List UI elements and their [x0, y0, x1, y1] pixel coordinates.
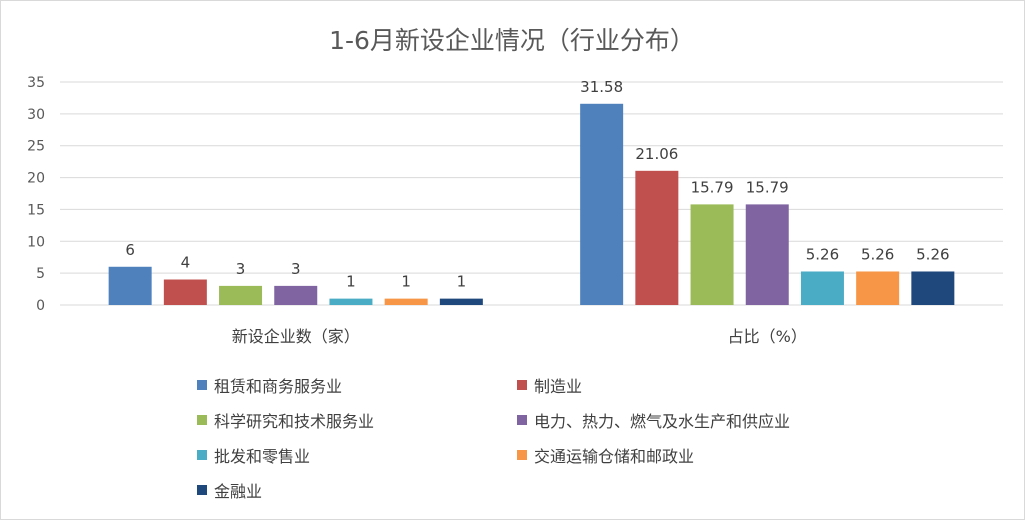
- data-labels: 6 4 3 3 1 1 1 31.58 21.06 15.79 15.79 5.26 5.26 5.26: [125, 78, 949, 291]
- legend-label: 批发和零售业: [214, 446, 311, 466]
- chart-title: 1-6月新设企业情况（行业分布）: [329, 26, 695, 55]
- gridlines: [60, 81, 1003, 306]
- data-label: 5.26: [916, 245, 949, 263]
- bar: [384, 298, 428, 305]
- legend-label: 金融业: [214, 481, 263, 501]
- bar: [580, 103, 624, 305]
- data-label: 5.26: [861, 245, 894, 263]
- data-label: 1: [401, 273, 411, 291]
- y-tick-label: 15: [27, 202, 45, 218]
- legend-item: 租赁和商务服务业: [197, 373, 517, 396]
- legend-swatch: [517, 449, 527, 460]
- data-label: 21.06: [635, 145, 678, 163]
- bar: [745, 204, 789, 305]
- data-label: 3: [291, 260, 301, 278]
- x-axis: 新设企业数（家） 占比（%）: [232, 327, 807, 346]
- data-label: 6: [125, 241, 135, 259]
- y-tick-label: 35: [27, 75, 45, 91]
- legend-item: 批发和零售业: [197, 443, 517, 466]
- data-label: 4: [181, 254, 191, 272]
- legend-label: 科学研究和技术服务业: [214, 411, 375, 431]
- bar: [800, 271, 844, 305]
- y-tick-label: 25: [27, 139, 45, 155]
- data-label: 15.79: [691, 178, 734, 196]
- y-tick-label: 20: [27, 171, 45, 187]
- legend: 租赁和商务服务业 制造业科学研究和技术服务业 电力、热力、燃气及水生产和供应业批发和…: [197, 373, 997, 501]
- legend-label: 电力、热力、燃气及水生产和供应业: [534, 411, 791, 431]
- bar: [690, 204, 734, 305]
- data-label: 1: [457, 273, 467, 291]
- legend-item: 金融业: [197, 478, 517, 501]
- bar: [108, 266, 152, 305]
- y-axis: 0 5 10 15 20 25 30 35: [27, 75, 45, 314]
- data-label: 5.26: [806, 245, 839, 263]
- legend-swatch: [197, 379, 207, 390]
- data-label: 31.58: [580, 78, 623, 96]
- bar: [635, 170, 679, 305]
- legend-swatch: [197, 414, 207, 425]
- bar: [911, 271, 955, 305]
- legend-swatch: [197, 484, 207, 495]
- bar: [856, 271, 900, 305]
- legend-swatch: [517, 414, 527, 425]
- legend-swatch: [197, 449, 207, 460]
- y-tick-label: 5: [36, 266, 45, 282]
- legend-label: 制造业: [534, 376, 583, 396]
- category-label: 新设企业数（家）: [232, 327, 360, 346]
- legend-label: 交通运输仓储和邮政业: [534, 446, 695, 466]
- bar: [329, 298, 373, 305]
- data-label: 15.79: [746, 178, 789, 196]
- legend-swatch: [517, 379, 527, 390]
- bar: [439, 298, 483, 305]
- legend-item: 电力、热力、燃气及水生产和供应业: [517, 408, 847, 431]
- bar: [163, 279, 207, 305]
- y-tick-label: 0: [36, 298, 45, 314]
- bar: [219, 285, 263, 305]
- legend-item: 交通运输仓储和邮政业: [517, 443, 847, 466]
- bars: [108, 103, 955, 305]
- y-tick-label: 10: [27, 234, 45, 250]
- legend-item: 制造业: [517, 373, 847, 396]
- legend-label: 租赁和商务服务业: [214, 376, 343, 396]
- category-label: 占比（%）: [728, 327, 807, 346]
- bar: [274, 285, 318, 305]
- legend-item: 科学研究和技术服务业: [197, 408, 517, 431]
- data-label: 3: [236, 260, 246, 278]
- y-tick-label: 30: [27, 107, 45, 123]
- data-label: 1: [346, 273, 356, 291]
